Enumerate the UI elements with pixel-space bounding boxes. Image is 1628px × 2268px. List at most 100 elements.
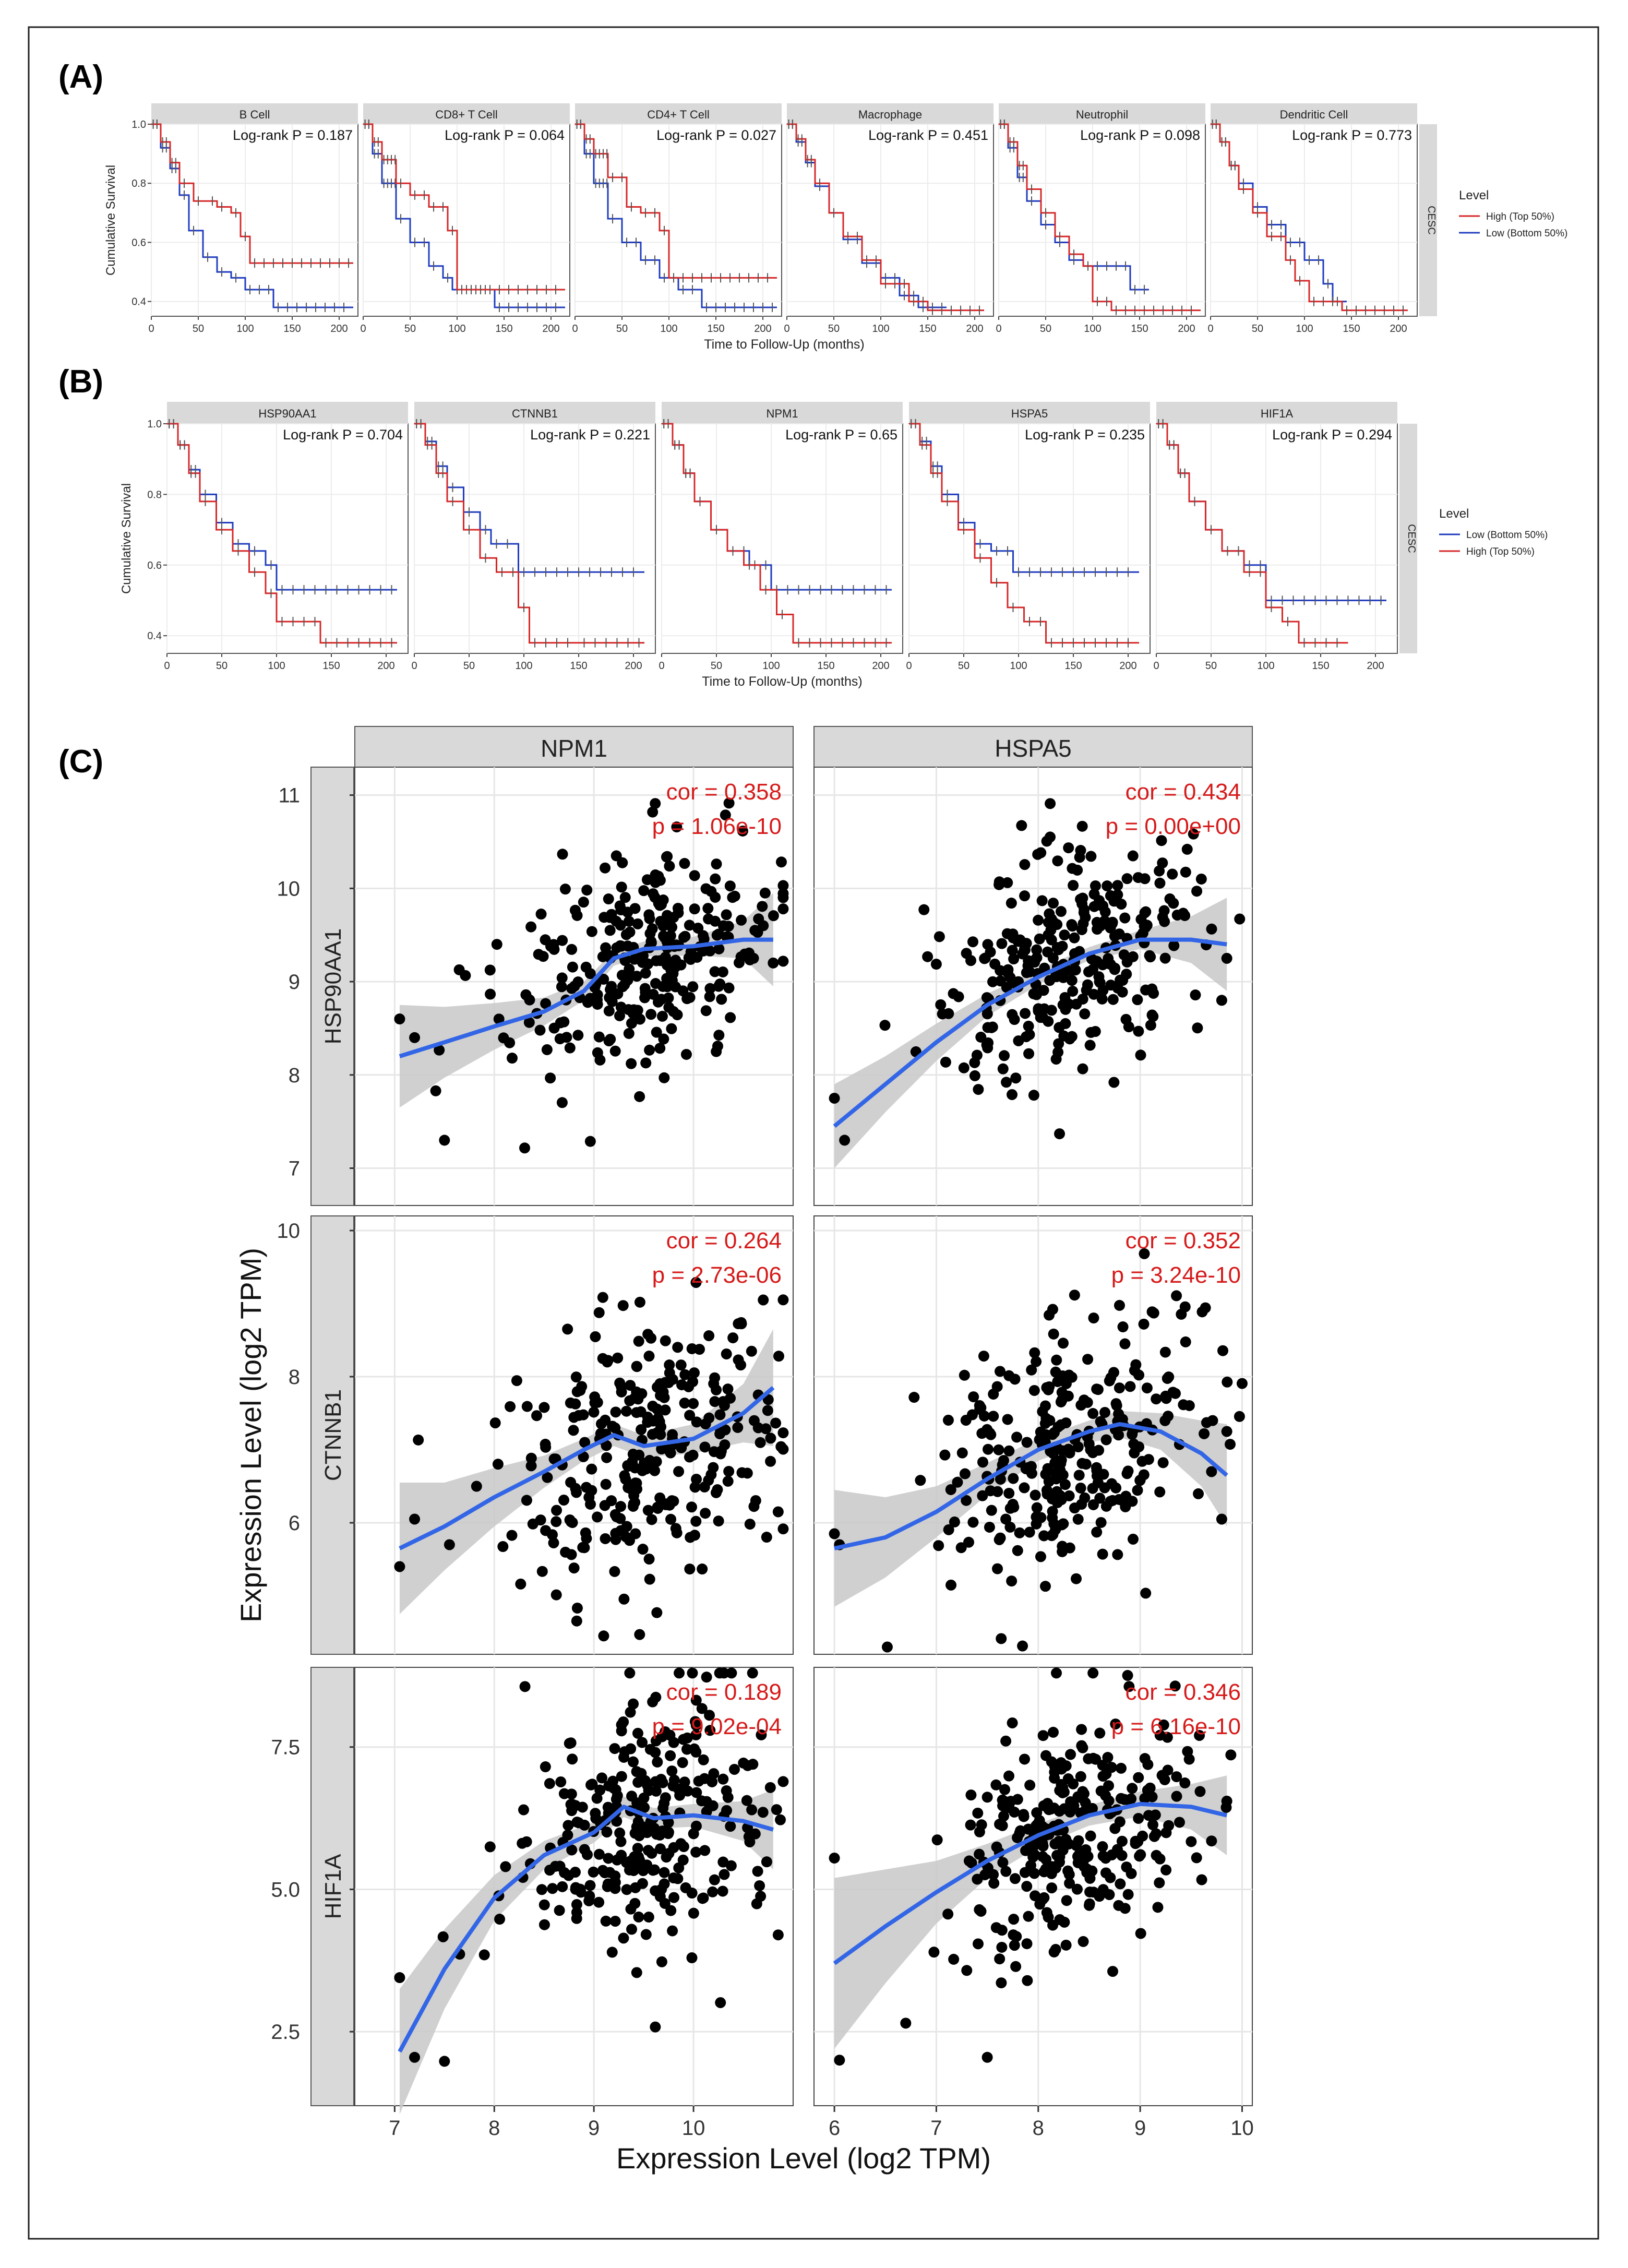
scatter-point <box>628 1865 639 1876</box>
scatter-point <box>733 1318 744 1330</box>
scatter-point <box>590 1331 601 1342</box>
y-axis-title: Cumulative Survival <box>119 483 134 594</box>
scatter-point <box>586 1463 597 1475</box>
scatter-point <box>439 1135 450 1146</box>
panel-strip <box>999 103 1205 124</box>
x-tick-label: 150 <box>283 323 301 335</box>
scatter-point <box>749 925 761 936</box>
high-survival-curve <box>999 123 1201 312</box>
scatter-point <box>641 1859 653 1871</box>
scatter-point <box>537 951 549 962</box>
scatter-point <box>714 978 726 990</box>
scatter-point <box>612 1352 624 1364</box>
panel-title: CD4+ T Cell <box>647 108 710 121</box>
scatter-point <box>584 1136 596 1147</box>
scatter-point <box>555 1776 567 1788</box>
scatter-point <box>1190 989 1201 1001</box>
scatter-point <box>617 1300 629 1311</box>
scatter-point <box>777 1427 789 1439</box>
scatter-point <box>557 1881 568 1892</box>
scatter-point <box>1007 1717 1018 1729</box>
scatter-point <box>1024 966 1036 977</box>
scatter-point <box>722 1383 734 1395</box>
scatter-point <box>562 1820 574 1831</box>
scatter-point <box>609 1916 621 1927</box>
scatter-point <box>571 1817 583 1828</box>
scatter-point <box>719 1869 730 1880</box>
scatter-point <box>772 1929 784 1941</box>
scatter-point <box>922 951 933 962</box>
scatter-point <box>1046 934 1057 946</box>
x-tick-label: 10 <box>682 2117 705 2140</box>
scatter-point <box>1066 1371 1078 1383</box>
scatter-point <box>1127 951 1139 962</box>
scatter-point <box>557 849 568 860</box>
scatter-point <box>725 1012 736 1023</box>
x-tick-label: 150 <box>1064 660 1082 672</box>
scatter-point <box>719 1439 731 1451</box>
scatter-point <box>1116 1793 1127 1804</box>
scatter-point <box>757 901 768 912</box>
scatter-point <box>1049 1760 1060 1772</box>
scatter-point <box>545 1072 556 1084</box>
x-tick-label: 200 <box>1119 660 1136 672</box>
scatter-point <box>1091 1526 1103 1538</box>
scatter-point <box>999 1795 1010 1807</box>
scatter-point <box>1225 1439 1236 1450</box>
scatter-point <box>1021 1437 1033 1448</box>
scatter-point <box>758 1294 769 1306</box>
scatter-point <box>1055 906 1067 917</box>
scatter-point <box>654 1378 666 1389</box>
legend-entry: High (Top 50%) <box>1466 546 1535 557</box>
scatter-point <box>688 1398 699 1409</box>
scatter-point <box>1068 1800 1080 1811</box>
scatter-point <box>1085 851 1097 862</box>
scatter-point <box>1071 1883 1083 1895</box>
scatter-point <box>550 1516 562 1527</box>
scatter-point <box>1050 1524 1061 1535</box>
scatter-point <box>771 1804 782 1816</box>
scatter-point <box>673 1466 685 1477</box>
scatter-point <box>556 981 567 993</box>
scatter-point <box>995 965 1006 976</box>
scatter-point <box>1087 1752 1099 1764</box>
scatter-point <box>640 1057 652 1069</box>
scatter-point <box>1069 932 1080 944</box>
x-tick-label: 100 <box>515 660 532 672</box>
scatter-point <box>651 1026 662 1038</box>
scatter-point <box>663 992 674 1004</box>
scatter-point <box>687 981 699 993</box>
scatter-point <box>1014 1828 1025 1839</box>
scatter-point <box>1181 843 1193 855</box>
y-tick-label: 0.4 <box>131 296 146 308</box>
x-tick-label: 50 <box>1205 660 1217 672</box>
logrank-pvalue: Log-rank P = 0.221 <box>530 427 650 443</box>
scatter-point <box>746 1345 757 1357</box>
scatter-point <box>961 1965 973 1976</box>
panel-label-b: (B) <box>58 364 103 400</box>
scatter-point <box>1123 1681 1135 1692</box>
scatter-point <box>1054 1914 1066 1925</box>
scatter-point <box>683 1381 695 1392</box>
scatter-point <box>485 988 496 1000</box>
scatter-point <box>1151 1393 1162 1405</box>
scatter-point <box>518 1804 530 1816</box>
scatter-point <box>1116 1494 1127 1506</box>
scatter-point <box>1234 1411 1245 1422</box>
scatter-point <box>1135 1049 1146 1061</box>
scatter-point <box>1168 940 1180 951</box>
scatter-point <box>1196 1306 1208 1318</box>
scatter-point <box>649 1465 661 1476</box>
scatter-point <box>642 1780 653 1791</box>
scatter-point <box>1094 1727 1106 1739</box>
scatter-point <box>726 1667 737 1679</box>
scatter-point <box>1054 1785 1066 1796</box>
x-tick-label: 50 <box>404 323 416 335</box>
scatter-point <box>1084 1898 1095 1909</box>
scatter-point <box>633 1830 645 1842</box>
scatter-point <box>959 1369 970 1381</box>
scatter-point <box>933 1540 944 1551</box>
correlation-pvalue: p = 9.02e-04 <box>652 1714 782 1739</box>
scatter-point <box>1109 930 1120 942</box>
scatter-point <box>1139 1248 1150 1259</box>
